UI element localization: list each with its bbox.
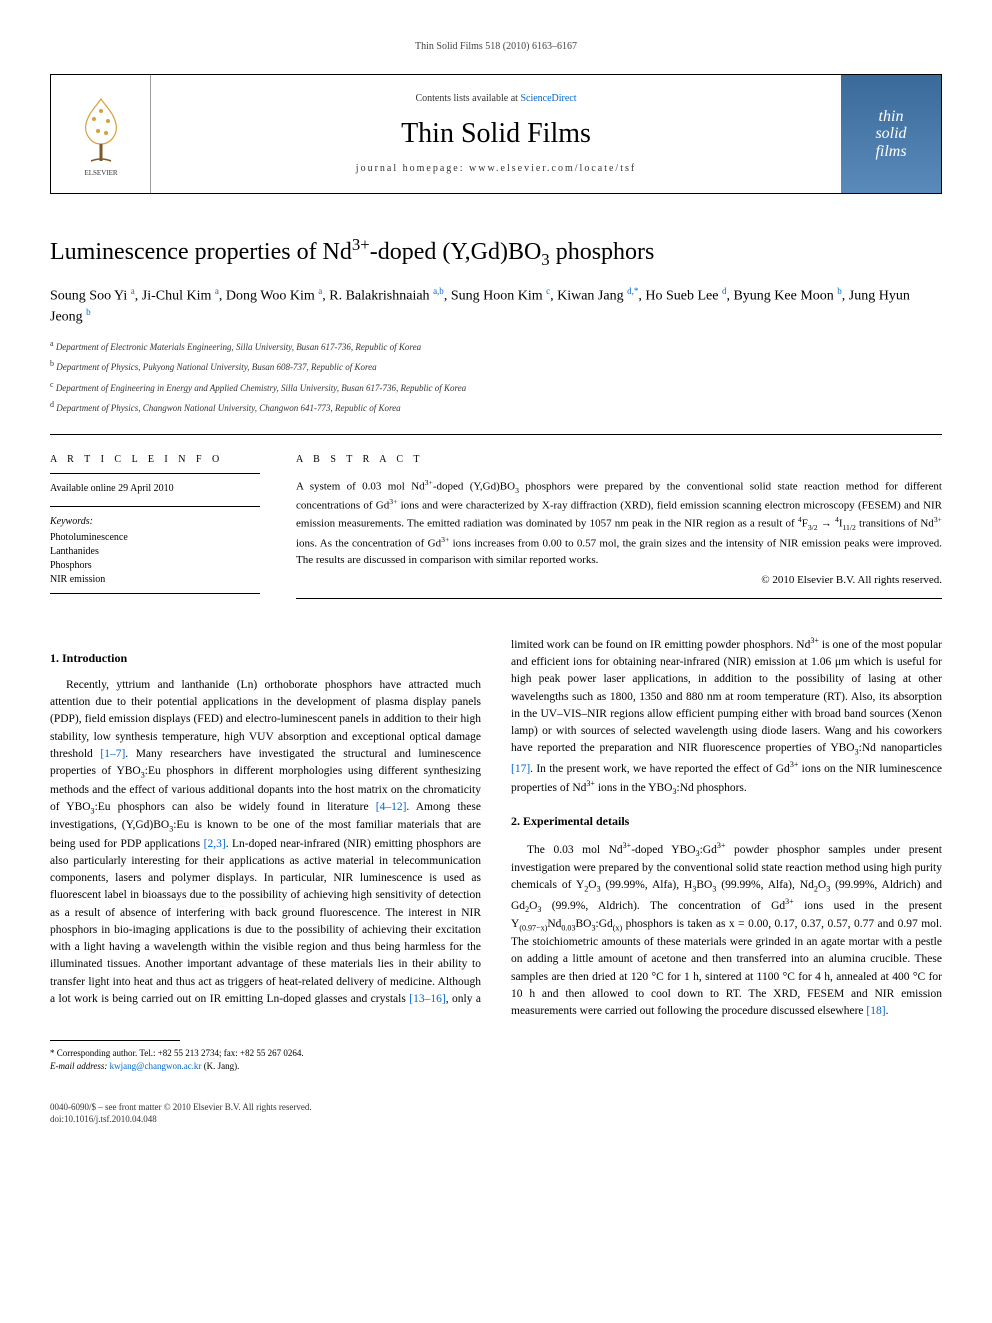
email-suffix: (K. Jang). [204,1061,240,1071]
article-info-heading: A R T I C L E I N F O [50,453,260,467]
experimental-paragraph: The 0.03 mol Nd3+-doped YBO3:Gd3+ powder… [511,840,942,1021]
affiliation: d Department of Physics, Changwon Nation… [50,399,942,416]
divider [50,473,260,474]
article-title: Luminescence properties of Nd3+-doped (Y… [50,234,942,271]
affiliation: c Department of Engineering in Energy an… [50,379,942,396]
contents-line: Contents lists available at ScienceDirec… [415,92,576,106]
author: R. Balakrishnaiah [329,288,429,303]
author: Sung Hoon Kim [451,288,543,303]
homepage-prefix: journal homepage: [356,163,469,174]
citation[interactable]: [1–7] [100,748,125,760]
section-heading-intro: 1. Introduction [50,649,481,667]
keyword: Phosphors [50,559,260,573]
author-affil: a [131,286,135,296]
affiliation-block: a Department of Electronic Materials Eng… [50,338,942,416]
affil-label: b [50,359,54,368]
abstract-text: A system of 0.03 mol Nd3+-doped (Y,Gd)BO… [296,477,942,569]
journal-center: Contents lists available at ScienceDirec… [151,75,841,193]
affil-label: d [50,400,54,409]
section-heading-experimental: 2. Experimental details [511,812,942,830]
affiliation: b Department of Physics, Pukyong Nationa… [50,358,942,375]
divider [50,593,260,594]
journal-cover-thumb: thinsolidfilms [841,75,941,193]
contents-prefix: Contents lists available at [415,93,520,104]
divider [50,434,942,435]
author-affil: d,* [627,286,638,296]
running-header: Thin Solid Films 518 (2010) 6163–6167 [50,40,942,54]
author-affil: a [318,286,322,296]
author-affil: a,b [433,286,444,296]
article-info: A R T I C L E I N F O Available online 2… [50,453,260,607]
body-text: 1. Introduction Recently, yttrium and la… [50,635,942,1021]
author: Kiwan Jang [557,288,624,303]
author: Ho Sueb Lee [645,288,718,303]
affil-label: c [50,380,54,389]
citation[interactable]: [13–16] [409,993,445,1005]
citation[interactable]: [17] [511,762,530,774]
footnote-rule [50,1040,180,1041]
footer-issn: 0040-6090/$ – see front matter © 2010 El… [50,1101,312,1114]
author: Dong Woo Kim [226,288,315,303]
keyword: Photoluminescence [50,531,260,545]
journal-header-box: ELSEVIER Contents lists available at Sci… [50,74,942,194]
affil-label: a [50,339,54,348]
elsevier-tree-icon: ELSEVIER [66,89,136,179]
author-affil: a [215,286,219,296]
affil-text: Department of Physics, Pukyong National … [56,362,376,372]
page-footer: 0040-6090/$ – see front matter © 2010 El… [50,1101,942,1126]
corresponding-email-link[interactable]: kwjang@changwon.ac.kr [110,1061,202,1071]
copyright: © 2010 Elsevier B.V. All rights reserved… [296,573,942,588]
author-affil: d [722,286,727,296]
divider [296,598,942,599]
journal-name: Thin Solid Films [401,114,591,153]
affil-text: Department of Electronic Materials Engin… [56,342,421,352]
affiliation: a Department of Electronic Materials Eng… [50,338,942,355]
author: Soung Soo Yi [50,288,127,303]
citation[interactable]: [2,3] [204,838,226,850]
affil-text: Department of Physics, Changwon National… [56,403,400,413]
keywords-list: Photoluminescence Lanthanides Phosphors … [50,531,260,587]
citation[interactable]: [4–12] [376,801,407,813]
author-affil: b [837,286,842,296]
author-affil: b [86,307,91,317]
corresponding-author: * Corresponding author. Tel.: +82 55 213… [50,1047,942,1060]
email-label: E-mail address: [50,1061,107,1071]
affil-text: Department of Engineering in Energy and … [56,383,466,393]
footer-left: 0040-6090/$ – see front matter © 2010 El… [50,1101,312,1126]
info-abstract-row: A R T I C L E I N F O Available online 2… [50,453,942,607]
keyword: NIR emission [50,573,260,587]
publisher-name-text: ELSEVIER [84,169,117,177]
author-affil: c [546,286,550,296]
author: Ji-Chul Kim [142,288,212,303]
footer-doi: doi:10.1016/j.tsf.2010.04.048 [50,1113,312,1126]
sciencedirect-link[interactable]: ScienceDirect [520,93,576,104]
abstract-heading: A B S T R A C T [296,453,942,467]
author: Byung Kee Moon [733,288,833,303]
abstract: A B S T R A C T A system of 0.03 mol Nd3… [296,453,942,607]
keywords-heading: Keywords: [50,515,260,529]
journal-cover-text: thinsolidfilms [875,108,906,161]
corresponding-email-line: E-mail address: kwjang@changwon.ac.kr (K… [50,1060,942,1073]
homepage-url: www.elsevier.com/locate/tsf [469,163,636,174]
journal-homepage: journal homepage: www.elsevier.com/locat… [356,162,636,176]
keyword: Lanthanides [50,545,260,559]
available-online: Available online 29 April 2010 [50,482,260,496]
publisher-logo: ELSEVIER [51,75,151,193]
divider [50,506,260,507]
author-list: Soung Soo Yi a, Ji-Chul Kim a, Dong Woo … [50,285,942,328]
citation[interactable]: [18] [866,1005,885,1017]
footnotes: * Corresponding author. Tel.: +82 55 213… [50,1047,942,1072]
